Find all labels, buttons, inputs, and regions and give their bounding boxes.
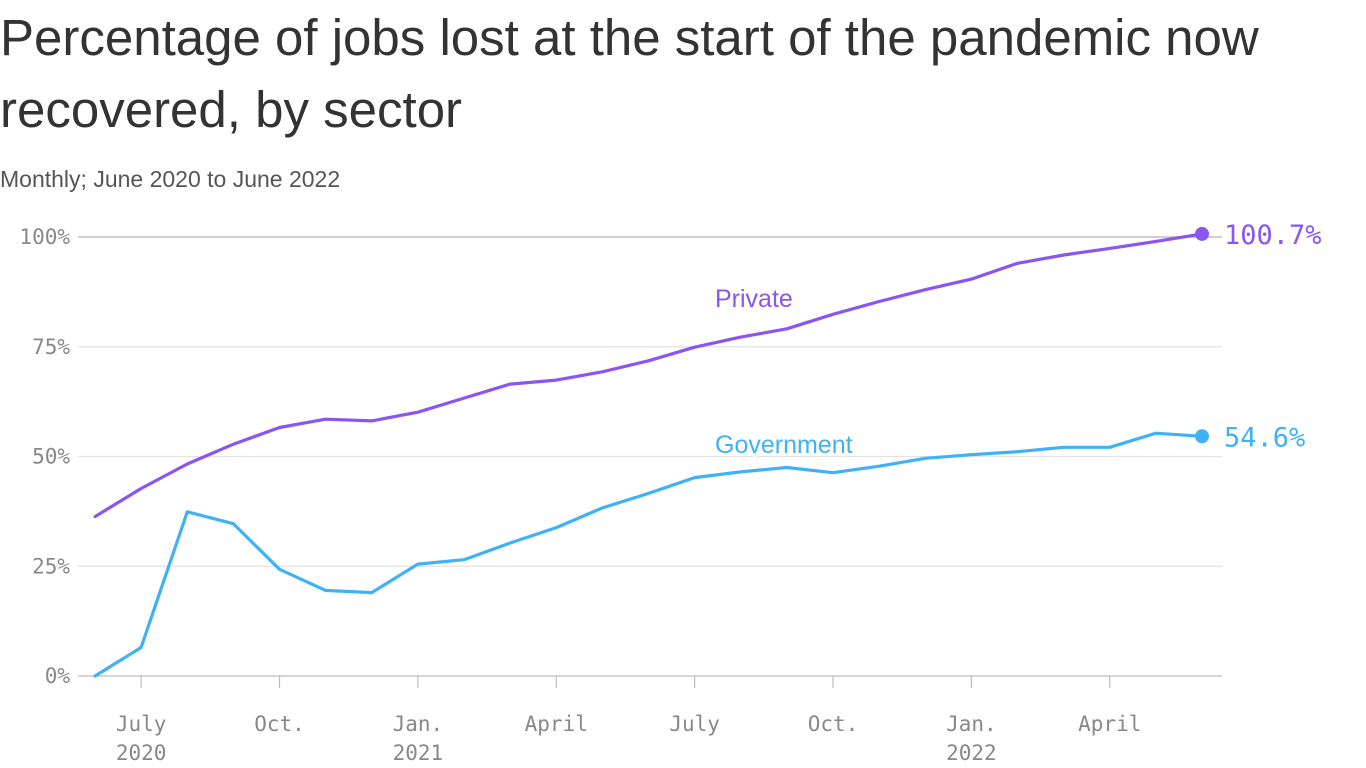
x-axis: July 2020 Oct. Jan. 2021 April July Oct. Jan. 202… xyxy=(116,676,1141,765)
x-tick-label-1: Oct. xyxy=(254,712,305,736)
y-tick-label-25: 25% xyxy=(32,554,70,578)
x-tick-label-4: July xyxy=(669,712,720,736)
end-label-private: 100.7% xyxy=(1224,220,1322,251)
x-tick-label-2: Jan. xyxy=(393,712,444,736)
series-line-private xyxy=(93,232,1204,519)
end-point-government xyxy=(1195,429,1209,444)
x-tick-sublabel-6: 2022 xyxy=(946,741,997,765)
y-tick-label-75: 75% xyxy=(32,335,70,359)
chart-subtitle: Monthly; June 2020 to June 2022 xyxy=(0,166,341,192)
x-tick-label-5: Oct. xyxy=(808,712,859,736)
series-name-government: Government xyxy=(715,431,853,459)
x-tick-sublabel-0: 2020 xyxy=(116,741,167,765)
y-tick-label-100: 100% xyxy=(19,225,70,249)
series-lines xyxy=(93,226,1209,678)
y-tick-label-0: 0% xyxy=(45,664,71,688)
chart-title: Percentage of jobs lost at the start of … xyxy=(0,9,1259,138)
series-line-government xyxy=(93,431,1204,678)
y-axis: 0% 25% 50% 75% 100% xyxy=(19,225,70,688)
end-label-government: 54.6% xyxy=(1224,422,1305,453)
x-tick-label-7: April xyxy=(1078,712,1141,736)
series-labels: 100.7% Private 54.6% Government xyxy=(712,220,1322,462)
y-tick-label-50: 50% xyxy=(32,445,70,469)
x-tick-label-3: April xyxy=(525,712,588,736)
x-tick-label-0: July xyxy=(116,712,167,736)
x-tick-sublabel-2: 2021 xyxy=(393,741,444,765)
series-name-private: Private xyxy=(715,285,793,313)
end-point-private xyxy=(1195,226,1209,241)
x-tick-label-6: Jan. xyxy=(946,712,997,736)
gridlines xyxy=(78,236,1222,677)
